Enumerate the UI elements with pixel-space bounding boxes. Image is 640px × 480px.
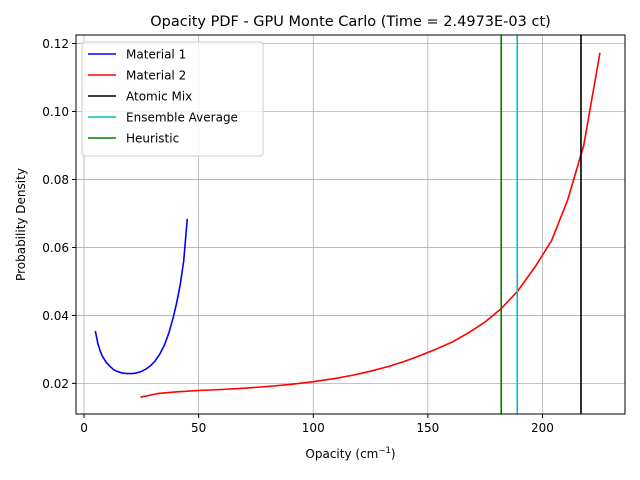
legend-label-ensemble-average: Ensemble Average: [126, 111, 238, 125]
series-layer: [94, 35, 601, 414]
y-axis-label: Probability Density: [14, 168, 28, 281]
x-axis-label-sup: −1: [378, 446, 391, 456]
x-axis-label-main: Opacity (cm: [305, 447, 378, 461]
legend-label-material-2: Material 2: [126, 69, 186, 83]
legend-items: Material 1 Material 2 Atomic Mix Ensemble A…: [88, 48, 238, 146]
y-tick-label: 0.02: [42, 377, 69, 391]
plot-frame: [75, 34, 626, 415]
y-tick-label: 0.06: [42, 241, 69, 255]
legend-label-material-1: Material 1: [126, 48, 186, 62]
x-tick-label: 100: [302, 421, 325, 435]
x-axis-label-end: ): [391, 447, 396, 461]
legend: Material 1 Material 2 Atomic Mix Ensemble A…: [81, 41, 264, 157]
legend-label-heuristic: Heuristic: [126, 132, 179, 146]
legend-box: [81, 41, 264, 157]
x-tick-label: 50: [191, 421, 206, 435]
material-1-line: [94, 218, 189, 375]
x-tick-label: 150: [416, 421, 439, 435]
y-tick-label: 0.04: [42, 309, 69, 323]
material-2-line: [140, 52, 601, 398]
chart-title: Opacity PDF - GPU Monte Carlo (Time = 2.…: [150, 14, 551, 30]
tick-layer: 0 50 100 150 200 0.02 0.04 0.06 0.08 0.10 0.12: [42, 37, 554, 435]
legend-label-atomic-mix: Atomic Mix: [126, 90, 192, 104]
x-tick-label: 200: [531, 421, 554, 435]
y-tick-label: 0.08: [42, 173, 69, 187]
x-axis-label: Opacity (cm−1): [305, 446, 395, 461]
x-tick-label: 0: [80, 421, 88, 435]
y-tick-label: 0.10: [42, 105, 69, 119]
y-tick-label: 0.12: [42, 37, 69, 51]
